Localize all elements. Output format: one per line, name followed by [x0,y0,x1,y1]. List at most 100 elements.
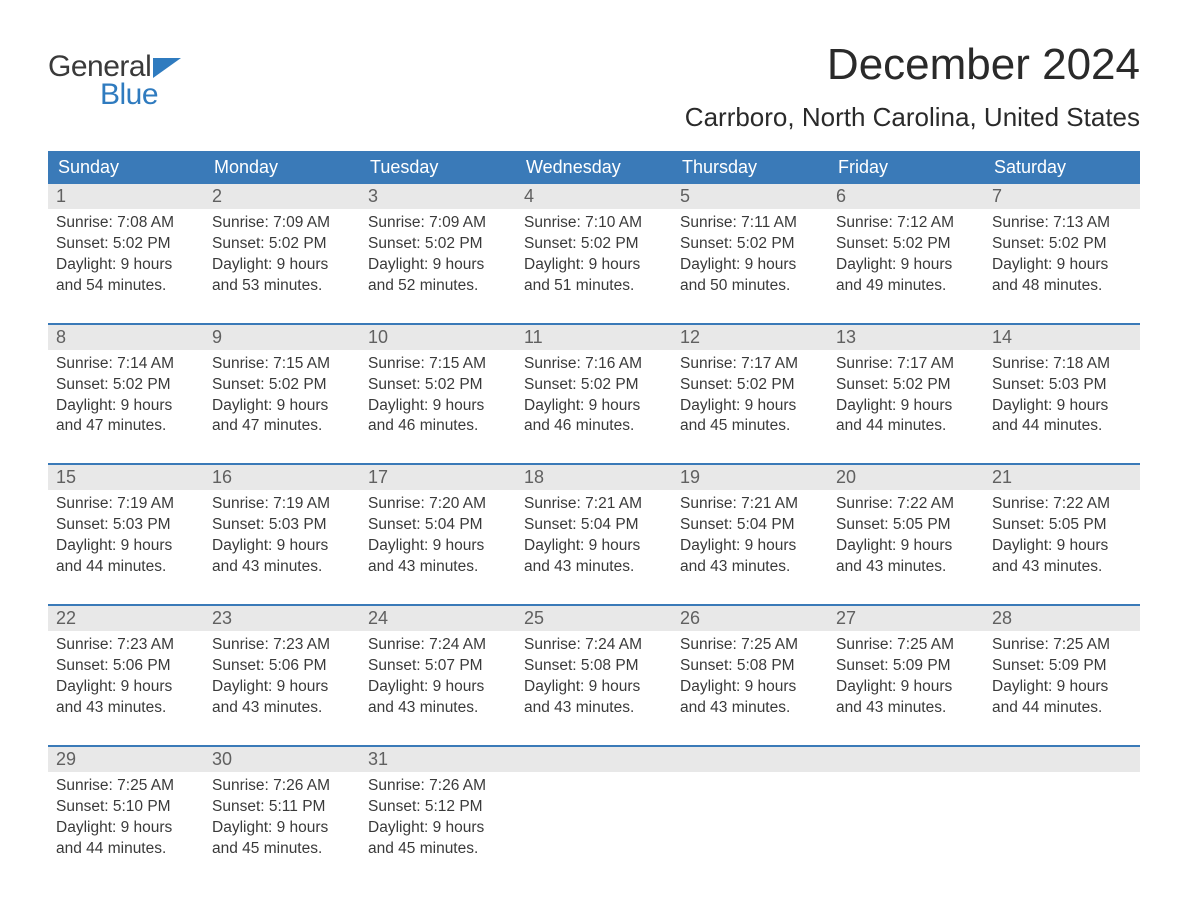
calendar-day: .. [516,747,672,868]
calendar-day: 27Sunrise: 7:25 AMSunset: 5:09 PMDayligh… [828,606,984,727]
calendar-day: 16Sunrise: 7:19 AMSunset: 5:03 PMDayligh… [204,465,360,586]
day-number: . [984,747,1140,772]
calendar-day: 2Sunrise: 7:09 AMSunset: 5:02 PMDaylight… [204,184,360,305]
daylight-text-2: and 43 minutes. [992,557,1132,578]
weekday-label: Wednesday [516,151,672,184]
calendar: SundayMondayTuesdayWednesdayThursdayFrid… [48,151,1140,867]
sunset-text: Sunset: 5:02 PM [524,375,664,396]
calendar-day: 25Sunrise: 7:24 AMSunset: 5:08 PMDayligh… [516,606,672,727]
daylight-text-1: Daylight: 9 hours [992,677,1132,698]
calendar-day: 23Sunrise: 7:23 AMSunset: 5:06 PMDayligh… [204,606,360,727]
calendar-day: 10Sunrise: 7:15 AMSunset: 5:02 PMDayligh… [360,325,516,446]
daylight-text-1: Daylight: 9 hours [524,396,664,417]
day-number: 6 [828,184,984,209]
sunset-text: Sunset: 5:02 PM [836,375,976,396]
calendar-day: 15Sunrise: 7:19 AMSunset: 5:03 PMDayligh… [48,465,204,586]
day-details: Sunrise: 7:25 AMSunset: 5:09 PMDaylight:… [984,631,1140,727]
sunrise-text: Sunrise: 7:16 AM [524,354,664,375]
location: Carrboro, North Carolina, United States [685,102,1140,133]
day-number: 1 [48,184,204,209]
calendar-day: 3Sunrise: 7:09 AMSunset: 5:02 PMDaylight… [360,184,516,305]
sunrise-text: Sunrise: 7:12 AM [836,213,976,234]
daylight-text-1: Daylight: 9 hours [836,677,976,698]
day-details: Sunrise: 7:25 AMSunset: 5:09 PMDaylight:… [828,631,984,727]
day-details: Sunrise: 7:26 AMSunset: 5:12 PMDaylight:… [360,772,516,868]
calendar-day: 9Sunrise: 7:15 AMSunset: 5:02 PMDaylight… [204,325,360,446]
day-details: Sunrise: 7:24 AMSunset: 5:08 PMDaylight:… [516,631,672,727]
calendar-day: 1 Sunrise: 7:08 AMSunset: 5:02 PMDaylight… [48,184,204,305]
day-number: 18 [516,465,672,490]
weekday-label: Monday [204,151,360,184]
day-details: Sunrise: 7:09 AMSunset: 5:02 PMDaylight:… [204,209,360,305]
day-number: 25 [516,606,672,631]
daylight-text-1: Daylight: 9 hours [368,818,508,839]
daylight-text-1: Daylight: 9 hours [524,536,664,557]
sunrise-text: Sunrise: 7:17 AM [680,354,820,375]
sunset-text: Sunset: 5:10 PM [56,797,196,818]
day-details: Sunrise: 7:13 AMSunset: 5:02 PMDaylight:… [984,209,1140,305]
day-details: Sunrise: 7:12 AMSunset: 5:02 PMDaylight:… [828,209,984,305]
daylight-text-1: Daylight: 9 hours [212,255,352,276]
sunset-text: Sunset: 5:02 PM [56,234,196,255]
sunrise-text: Sunrise: 7:19 AM [56,494,196,515]
sunset-text: Sunset: 5:04 PM [680,515,820,536]
day-number: 16 [204,465,360,490]
day-number: 22 [48,606,204,631]
day-number: 23 [204,606,360,631]
day-number: 20 [828,465,984,490]
sunset-text: Sunset: 5:06 PM [56,656,196,677]
sunrise-text: Sunrise: 7:26 AM [368,776,508,797]
sunset-text: Sunset: 5:02 PM [680,234,820,255]
daylight-text-1: Daylight: 9 hours [368,255,508,276]
weekday-header: SundayMondayTuesdayWednesdayThursdayFrid… [48,151,1140,184]
day-number: 8 [48,325,204,350]
sunrise-text: Sunrise: 7:11 AM [680,213,820,234]
sunrise-text: Sunrise: 7:19 AM [212,494,352,515]
sunset-text: Sunset: 5:02 PM [368,375,508,396]
daylight-text-2: and 43 minutes. [524,698,664,719]
daylight-text-2: and 48 minutes. [992,276,1132,297]
daylight-text-1: Daylight: 9 hours [212,396,352,417]
sunset-text: Sunset: 5:04 PM [524,515,664,536]
day-number: 30 [204,747,360,772]
calendar-day: .. [828,747,984,868]
calendar-day: 8Sunrise: 7:14 AMSunset: 5:02 PMDaylight… [48,325,204,446]
sunset-text: Sunset: 5:02 PM [680,375,820,396]
sunrise-text: Sunrise: 7:26 AM [212,776,352,797]
weekday-label: Sunday [48,151,204,184]
daylight-text-2: and 50 minutes. [680,276,820,297]
day-number: 11 [516,325,672,350]
daylight-text-1: Daylight: 9 hours [524,677,664,698]
sunrise-text: Sunrise: 7:15 AM [212,354,352,375]
sunset-text: Sunset: 5:02 PM [836,234,976,255]
daylight-text-1: Daylight: 9 hours [56,536,196,557]
daylight-text-2: and 44 minutes. [992,416,1132,437]
day-details: Sunrise: 7:15 AMSunset: 5:02 PMDaylight:… [360,350,516,446]
sunset-text: Sunset: 5:09 PM [992,656,1132,677]
sunrise-text: Sunrise: 7:15 AM [368,354,508,375]
day-details: Sunrise: 7:22 AMSunset: 5:05 PMDaylight:… [984,490,1140,586]
calendar-day: 12Sunrise: 7:17 AMSunset: 5:02 PMDayligh… [672,325,828,446]
day-details: Sunrise: 7:26 AMSunset: 5:11 PMDaylight:… [204,772,360,868]
daylight-text-2: and 49 minutes. [836,276,976,297]
daylight-text-1: Daylight: 9 hours [56,255,196,276]
day-number: 3 [360,184,516,209]
sunrise-text: Sunrise: 7:08 AM [56,213,196,234]
daylight-text-1: Daylight: 9 hours [56,677,196,698]
daylight-text-1: Daylight: 9 hours [56,818,196,839]
calendar-week: 29Sunrise: 7:25 AMSunset: 5:10 PMDayligh… [48,745,1140,868]
sunset-text: Sunset: 5:03 PM [56,515,196,536]
day-details: Sunrise: 7:19 AMSunset: 5:03 PMDaylight:… [204,490,360,586]
sunrise-text: Sunrise: 7:23 AM [56,635,196,656]
sunrise-text: Sunrise: 7:09 AM [368,213,508,234]
sunset-text: Sunset: 5:04 PM [368,515,508,536]
daylight-text-1: Daylight: 9 hours [992,396,1132,417]
day-number: 14 [984,325,1140,350]
day-details: Sunrise: 7:23 AMSunset: 5:06 PMDaylight:… [204,631,360,727]
day-details: Sunrise: 7:21 AMSunset: 5:04 PMDaylight:… [516,490,672,586]
sunset-text: Sunset: 5:02 PM [56,375,196,396]
sunrise-text: Sunrise: 7:24 AM [524,635,664,656]
sunset-text: Sunset: 5:03 PM [992,375,1132,396]
sunrise-text: Sunrise: 7:22 AM [836,494,976,515]
logo-text-bottom: Blue [100,78,158,112]
